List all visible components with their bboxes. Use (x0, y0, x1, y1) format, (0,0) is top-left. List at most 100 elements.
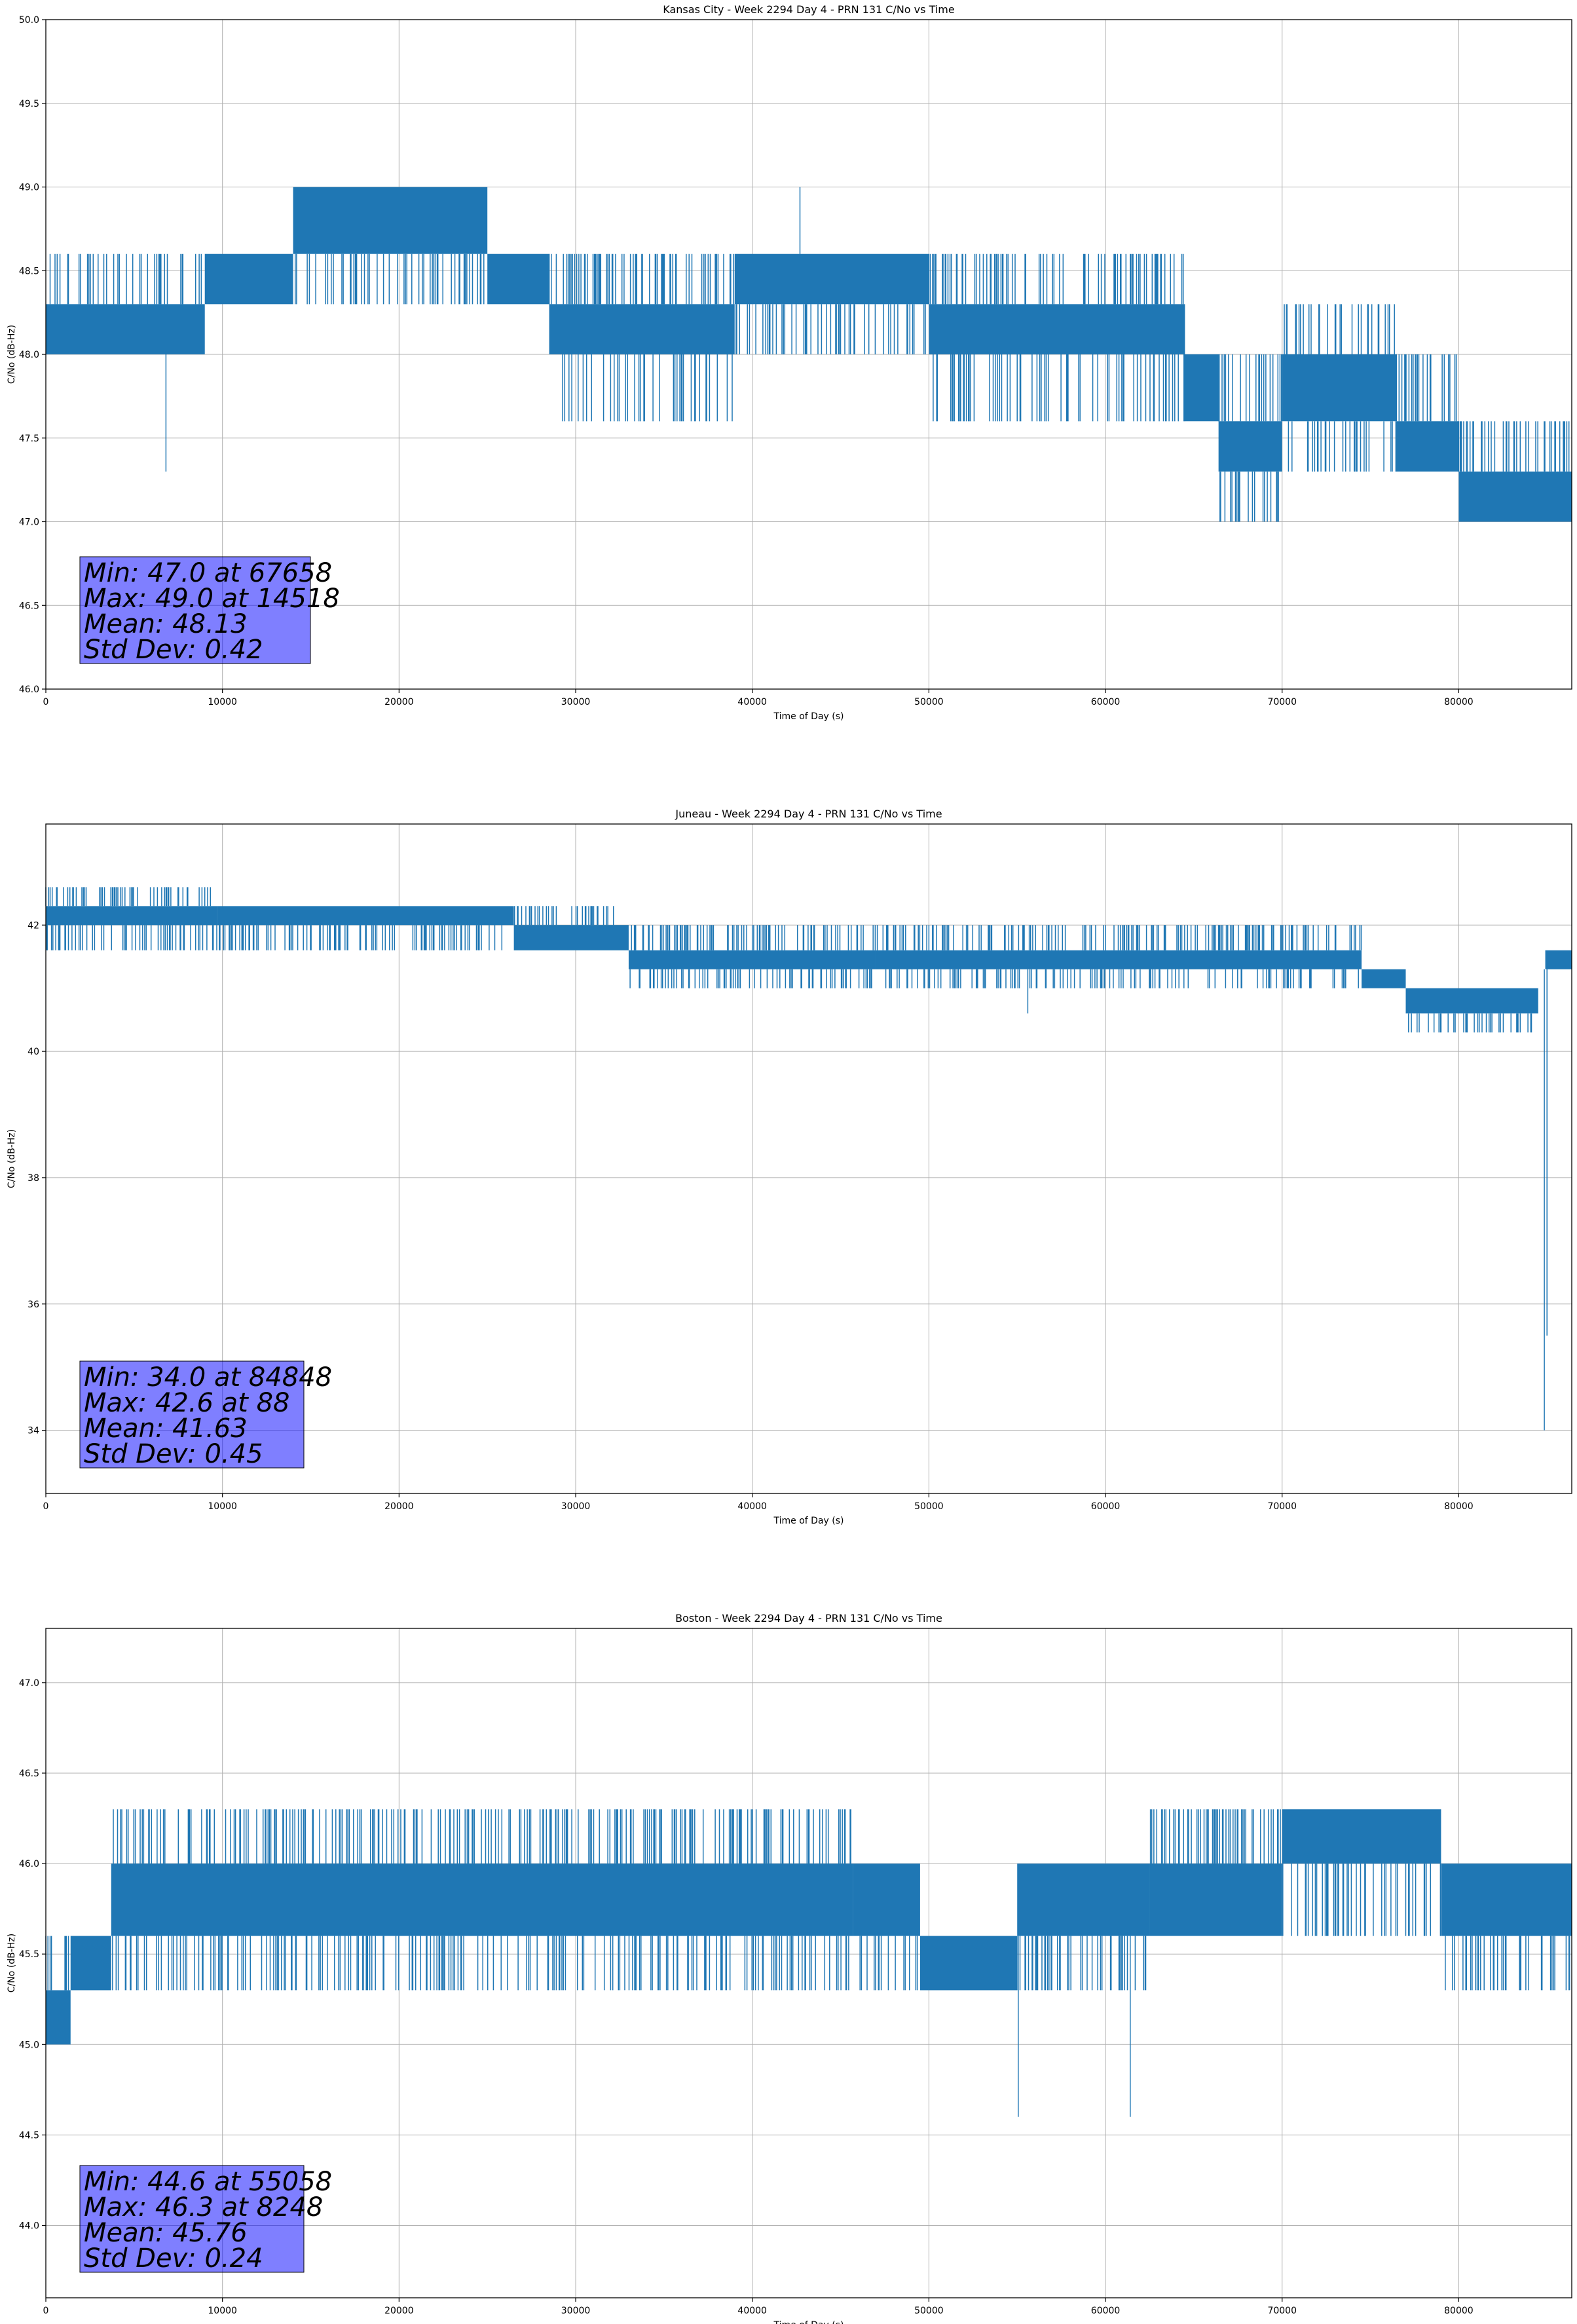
y-tick-label: 50.0 (19, 15, 39, 26)
x-tick-label: 0 (43, 1501, 49, 1512)
chart-title: Kansas City - Week 2294 Day 4 - PRN 131 … (663, 3, 954, 16)
x-axis-label: Time of Day (s) (773, 1516, 844, 1526)
x-tick-label: 70000 (1267, 1501, 1297, 1512)
y-tick-label: 46.0 (19, 684, 39, 695)
y-tick-label: 45.0 (19, 2040, 39, 2050)
series-band (929, 304, 1185, 354)
plot-frame (45, 1628, 1572, 2298)
x-tick-label: 30000 (561, 697, 591, 707)
y-tick-label: 46.0 (19, 1859, 39, 1869)
stats-line: Min: 47.0 at 67658 (84, 558, 332, 588)
y-tick-label: 44.0 (19, 2221, 39, 2232)
stats-box (79, 556, 311, 664)
y-tick-label: 49.0 (19, 183, 39, 193)
stats-line: Std Dev: 0.42 (84, 635, 263, 665)
y-tick-label: 34 (28, 1426, 39, 1436)
x-tick-label: 20000 (384, 2306, 414, 2316)
series-band (293, 187, 488, 254)
x-tick-label: 0 (43, 697, 49, 707)
stats-line: Max: 49.0 at 14518 (84, 584, 340, 614)
x-tick-label: 80000 (1444, 697, 1474, 707)
series-band (1397, 421, 1459, 472)
series-band (46, 906, 217, 926)
series-band (46, 1990, 71, 2045)
chart-panel-1: 0 10000 20000 30000 40000 50000 60000 70000 8000… (7, 808, 1572, 1526)
plot-frame (45, 823, 1572, 1494)
series-band (1017, 1864, 1150, 1936)
x-tick-label: 40000 (737, 1501, 767, 1512)
x-tick-label: 10000 (208, 1501, 237, 1512)
y-axis-label: C/No (dB-Hz) (7, 1129, 17, 1188)
y-tick-label: 36 (28, 1300, 39, 1310)
x-tick-label: 50000 (914, 2306, 944, 2316)
x-tick-label: 80000 (1444, 2306, 1474, 2316)
x-tick-label: 40000 (737, 2306, 767, 2316)
y-tick-label: 47.0 (19, 517, 39, 528)
chart-panel-2: 0 10000 20000 30000 40000 50000 60000 70000 8000… (7, 1612, 1572, 2324)
x-tick-label: 40000 (737, 697, 767, 707)
y-tick-label: 47.0 (19, 1678, 39, 1689)
x-tick-label: 70000 (1267, 2306, 1297, 2316)
series-band (1149, 1864, 1282, 1936)
stats-box (79, 2165, 305, 2273)
y-axis-label: C/No (dB-Hz) (7, 325, 17, 384)
series-band (734, 253, 929, 305)
series-band (876, 950, 1362, 969)
y-tick-label: 46.5 (19, 1769, 39, 1779)
series-band (513, 925, 629, 950)
series-band (46, 304, 205, 354)
y-tick-label: 48.0 (19, 350, 39, 360)
chart-title: Boston - Week 2294 Day 4 - PRN 131 C/No … (675, 1612, 942, 1624)
series-band (1405, 988, 1538, 1014)
series-line (45, 1809, 1572, 2117)
y-tick-label: 45.5 (19, 1949, 39, 1960)
series-band (1458, 471, 1572, 522)
series-band (204, 253, 293, 305)
stats-line: Max: 42.6 at 88 (84, 1388, 289, 1418)
stats-line: Min: 34.0 at 84848 (84, 1362, 332, 1393)
y-tick-label: 40 (28, 1047, 39, 1057)
x-tick-label: 50000 (914, 697, 944, 707)
series-band (70, 1936, 111, 1991)
y-tick-label: 46.5 (19, 601, 39, 611)
stats-line: Mean: 41.63 (84, 1414, 248, 1444)
y-tick-label: 47.5 (19, 434, 39, 444)
series-band (487, 253, 549, 305)
series-noise (49, 187, 1570, 522)
x-tick-label: 0 (43, 2306, 49, 2316)
x-tick-label: 10000 (208, 2306, 237, 2316)
chart-title: Juneau - Week 2294 Day 4 - PRN 131 C/No … (675, 808, 942, 820)
x-tick-label: 30000 (561, 2306, 591, 2316)
x-tick-label: 50000 (914, 1501, 944, 1512)
y-tick-label: 42 (28, 920, 39, 931)
x-tick-label: 80000 (1444, 1501, 1474, 1512)
y-tick-label: 49.5 (19, 99, 39, 109)
y-tick-label: 38 (28, 1173, 39, 1184)
series-band (1185, 354, 1219, 422)
stats-line: Max: 46.3 at 8248 (84, 2192, 323, 2222)
x-tick-label: 10000 (208, 697, 237, 707)
stats-line: Min: 44.6 at 55058 (84, 2167, 332, 2197)
x-tick-label: 20000 (384, 1501, 414, 1512)
x-axis-label: Time of Day (s) (773, 2320, 844, 2324)
x-tick-label: 70000 (1267, 697, 1297, 707)
series-line (45, 887, 1572, 1431)
x-axis-label: Time of Day (s) (773, 711, 844, 722)
series-band (217, 906, 514, 926)
x-tick-label: 60000 (1091, 697, 1121, 707)
series-band (628, 950, 876, 969)
stats-line: Mean: 48.13 (84, 609, 248, 639)
series-band (1362, 969, 1406, 988)
y-tick-label: 44.5 (19, 2130, 39, 2141)
series-band (1282, 354, 1398, 422)
stats-box (79, 1360, 305, 1469)
x-tick-label: 20000 (384, 697, 414, 707)
series-line (46, 187, 1572, 522)
stats-line: Std Dev: 0.24 (84, 2243, 263, 2274)
stats-line: Std Dev: 0.45 (84, 1439, 263, 1469)
y-axis-label: C/No (dB-Hz) (7, 1934, 17, 1993)
series-band (111, 1864, 853, 1936)
x-tick-label: 60000 (1091, 2306, 1121, 2316)
x-tick-label: 30000 (561, 1501, 591, 1512)
